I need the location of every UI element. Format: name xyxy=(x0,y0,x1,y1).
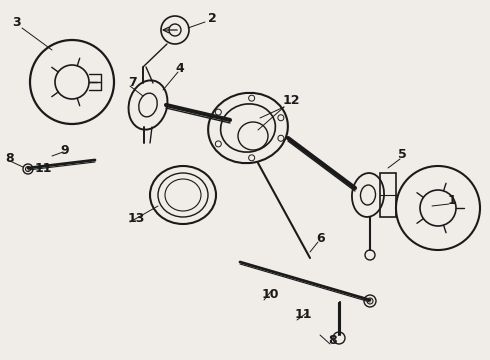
Text: 9: 9 xyxy=(60,144,69,157)
Text: 8: 8 xyxy=(328,333,337,346)
Text: 7: 7 xyxy=(128,76,137,89)
Bar xyxy=(380,173,396,217)
Text: 13: 13 xyxy=(128,211,146,225)
Text: 8: 8 xyxy=(5,152,14,165)
Text: 2: 2 xyxy=(208,12,217,24)
Text: 11: 11 xyxy=(295,309,313,321)
Text: 6: 6 xyxy=(316,231,325,244)
Text: 10: 10 xyxy=(262,288,279,302)
Text: 12: 12 xyxy=(283,94,300,107)
Text: 4: 4 xyxy=(175,62,184,75)
Text: 5: 5 xyxy=(398,148,407,162)
Text: 1: 1 xyxy=(448,194,457,207)
Text: 11: 11 xyxy=(35,162,52,175)
Text: 3: 3 xyxy=(12,15,21,28)
